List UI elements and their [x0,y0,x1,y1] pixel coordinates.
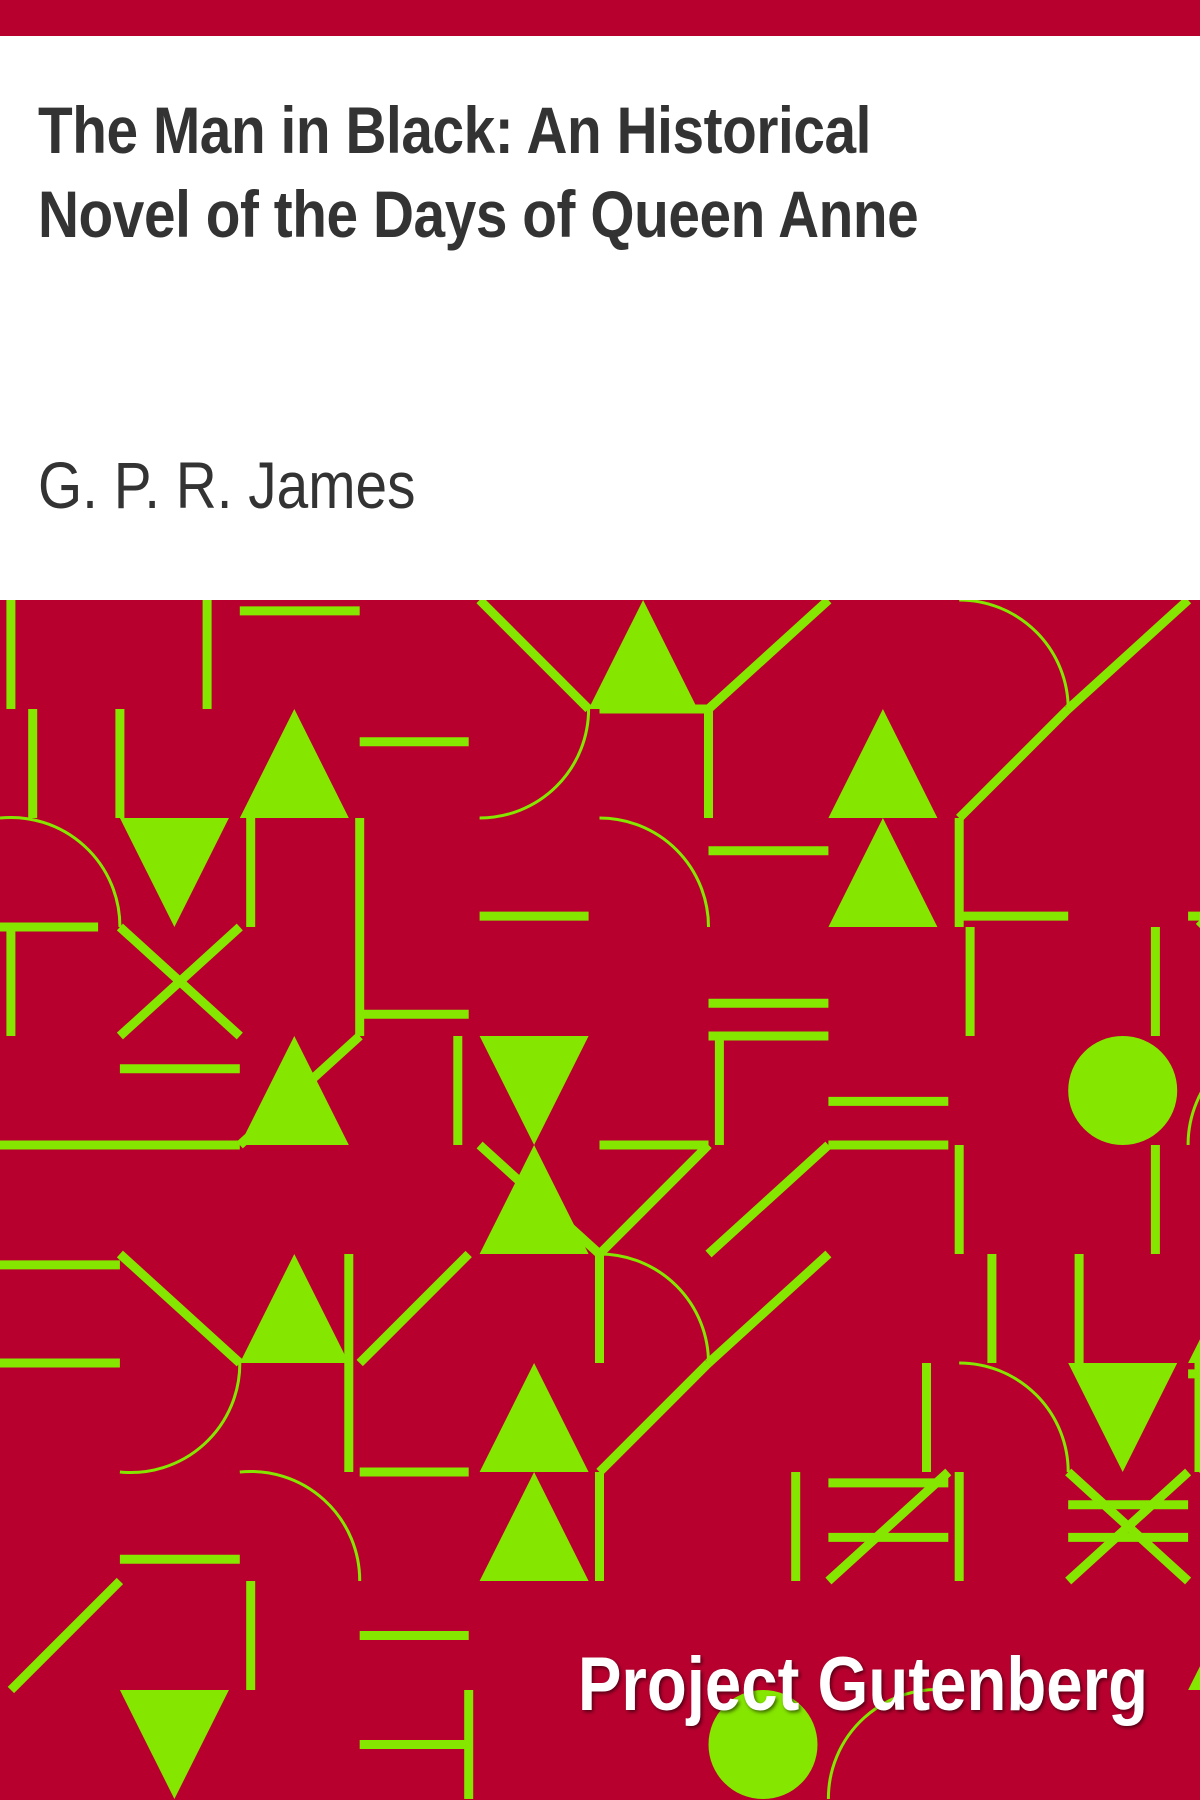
pattern-triangle-down [119,1690,229,1799]
cover-pattern-art [0,600,1200,1800]
pattern-arc [119,1362,242,1475]
pattern-arc [479,708,591,820]
pattern-line [596,1141,712,1258]
book-title: The Man in Black: An Historical Novel of… [38,93,919,251]
pattern-arc [599,816,710,928]
pattern-shapes [119,600,1200,1799]
pattern-triangle-up [479,1472,589,1581]
pattern-arc [0,815,122,928]
pattern-triangle-down [479,1036,589,1145]
pattern-line [116,1250,243,1367]
pattern-arc [959,1361,1070,1473]
pattern-triangle-up [239,1036,349,1145]
pattern-circle [708,1690,818,1799]
book-author: G. P. R. James [38,448,416,522]
pattern-line [476,600,592,713]
pattern-arc [239,1469,362,1582]
pattern-triangle-up [479,1145,589,1254]
pattern-triangle-down [1068,1363,1178,1472]
pattern-line [956,705,1072,822]
pattern-line [705,1141,832,1258]
pattern-triangle-up [1188,1666,1200,1690]
pattern-line [7,1577,124,1694]
pattern-line [116,923,243,1040]
pattern-line [1065,1468,1192,1585]
top-color-bar [0,0,1200,36]
pattern-triangle-up [828,709,938,818]
pattern-lines [0,600,1200,1799]
pattern-triangle-up [479,1363,589,1472]
pattern-triangle-up [1188,1339,1200,1363]
pattern-triangle-up [828,818,938,927]
pattern-triangle-down [119,818,229,927]
pattern-triangle-up [588,600,698,709]
publisher-label: Project Gutenberg [577,1642,1148,1727]
pattern-arc [826,1687,949,1800]
pattern-line [825,1468,952,1585]
pattern-line [356,1250,472,1367]
pattern-arc [959,600,1070,710]
pattern-line [705,600,832,713]
pattern-arc [599,1252,710,1364]
pattern-arc [1186,1091,1200,1146]
pattern-triangle-up [239,1254,349,1363]
pattern-line [1065,600,1192,713]
pattern-arcs [0,600,1200,1800]
pattern-line [596,1359,712,1476]
pattern-line [705,1250,832,1367]
pattern-background [0,600,1200,1800]
pattern-triangle-up [239,709,349,818]
pattern-circle [1068,1036,1178,1145]
